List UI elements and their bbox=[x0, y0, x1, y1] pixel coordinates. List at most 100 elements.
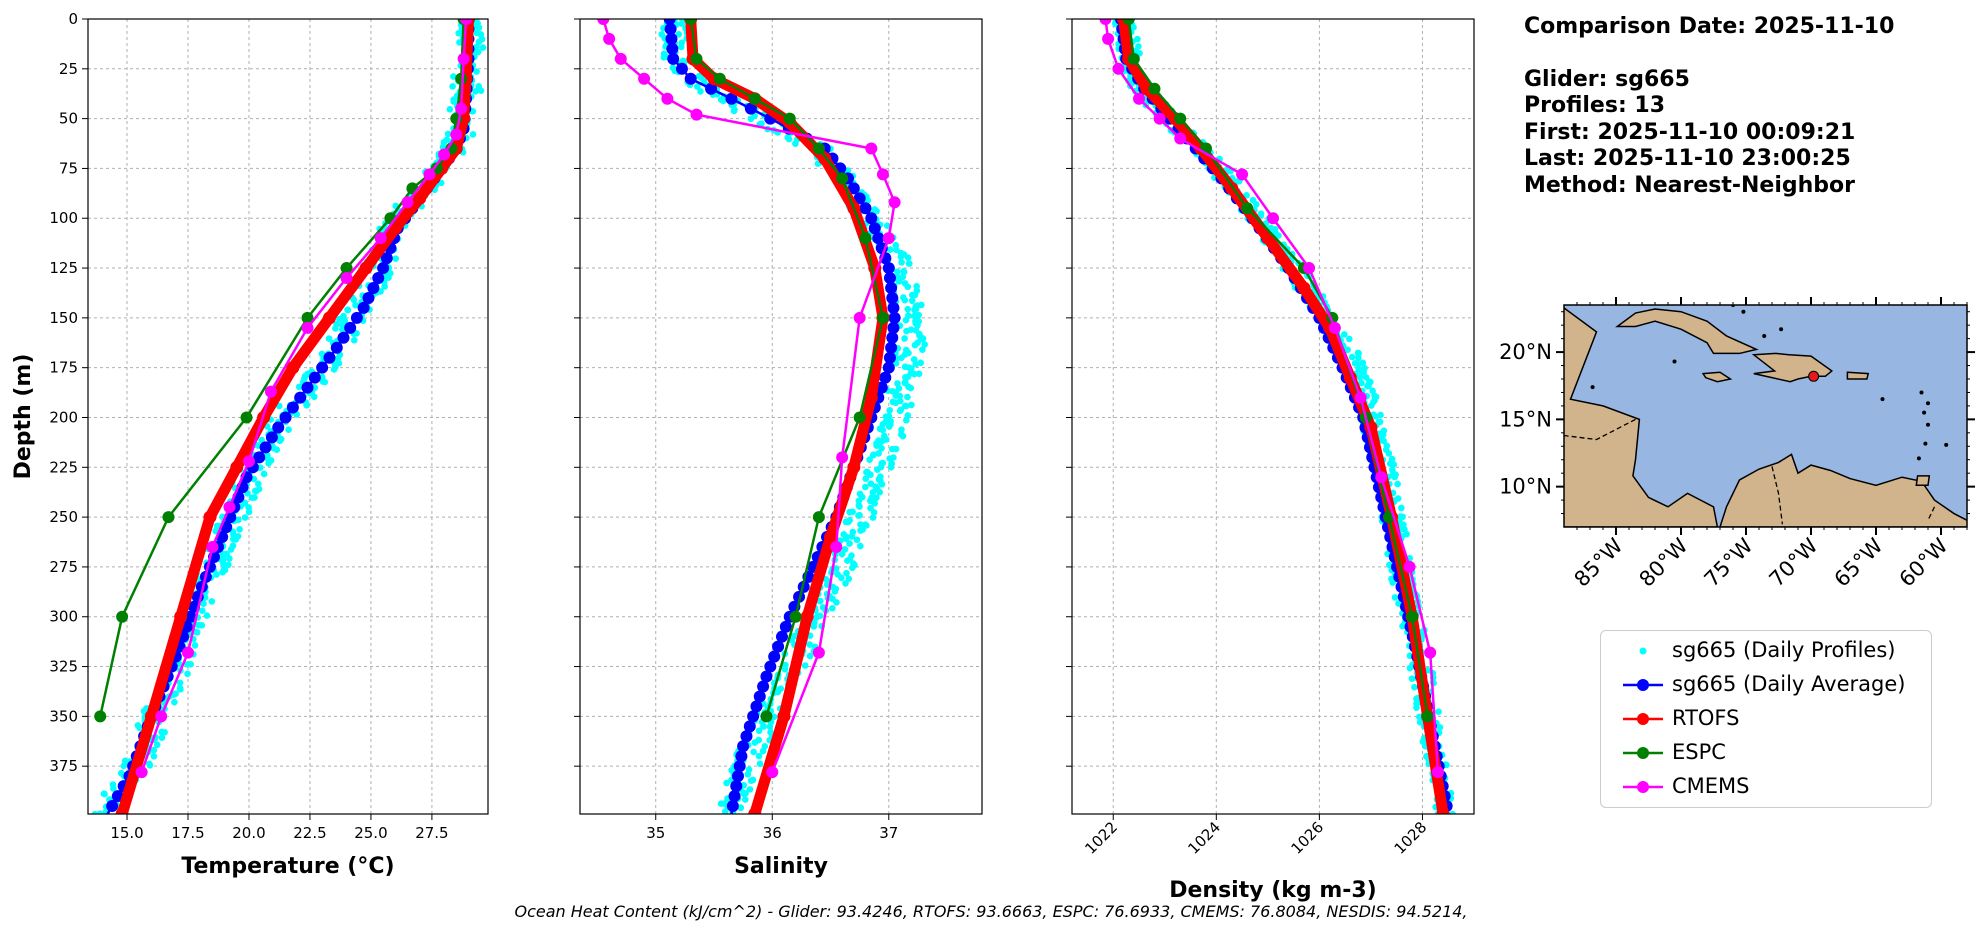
data-point bbox=[1153, 112, 1166, 125]
profile-point bbox=[892, 360, 900, 367]
profile-point bbox=[473, 68, 480, 75]
series-espc bbox=[94, 19, 470, 723]
profile-point bbox=[219, 550, 227, 558]
y-tick-label: 300 bbox=[49, 608, 78, 626]
profile-point bbox=[295, 383, 303, 391]
last-time: Last: 2025-11-10 23:00:25 bbox=[1524, 146, 1851, 171]
profile-point bbox=[760, 722, 767, 730]
axes-frame bbox=[87, 18, 489, 815]
profile-point bbox=[1391, 594, 1399, 601]
profile-point bbox=[874, 466, 881, 473]
profile-point bbox=[785, 135, 793, 143]
data-point bbox=[750, 700, 763, 713]
profile-point bbox=[677, 43, 685, 51]
temperature-panel: 0 25 50 75 100 125 150 175 200 225 250 275 300 325 350… bbox=[11, 10, 489, 879]
profile-point bbox=[723, 779, 730, 787]
data-point bbox=[888, 196, 901, 209]
profile-point bbox=[917, 359, 925, 367]
profile-point bbox=[845, 575, 853, 583]
data-point bbox=[824, 530, 838, 544]
profile-point bbox=[273, 446, 281, 454]
profile-point bbox=[899, 273, 907, 281]
profile-point bbox=[1435, 708, 1442, 715]
island bbox=[1880, 397, 1885, 402]
data-point bbox=[223, 501, 236, 514]
data-point bbox=[184, 610, 197, 623]
profile-point bbox=[781, 665, 789, 673]
data-point bbox=[864, 391, 878, 405]
data-point bbox=[847, 182, 860, 195]
x-tick-label: 36 bbox=[763, 824, 782, 842]
data-point bbox=[115, 807, 129, 814]
profile-point bbox=[829, 604, 836, 612]
profile-point bbox=[1416, 718, 1424, 726]
data-point bbox=[747, 710, 760, 723]
data-point bbox=[359, 261, 373, 275]
profile-point bbox=[792, 140, 799, 147]
data-point bbox=[737, 740, 750, 753]
profile-point bbox=[898, 426, 905, 434]
profile-point bbox=[110, 785, 117, 792]
data-point bbox=[174, 610, 188, 624]
profile-point bbox=[332, 363, 339, 371]
profile-point bbox=[1436, 724, 1444, 731]
series-cmems bbox=[135, 19, 473, 779]
profile-point bbox=[869, 489, 877, 496]
island bbox=[1926, 401, 1930, 406]
data-point bbox=[380, 252, 393, 265]
map-lon-label: 85°W bbox=[1570, 533, 1628, 591]
profile-point bbox=[899, 432, 907, 440]
data-point bbox=[450, 128, 463, 141]
data-point bbox=[155, 710, 168, 723]
data-point bbox=[768, 650, 781, 663]
data-point bbox=[301, 311, 314, 324]
data-point bbox=[766, 766, 779, 779]
profile-point bbox=[878, 444, 885, 452]
profile-point bbox=[867, 480, 875, 487]
profile-point bbox=[832, 565, 840, 572]
data-point bbox=[853, 411, 866, 424]
data-point bbox=[760, 710, 773, 723]
profile-point bbox=[1360, 369, 1367, 376]
profile-point bbox=[867, 471, 874, 478]
profile-point bbox=[321, 378, 329, 386]
data-point bbox=[350, 311, 363, 324]
data-point bbox=[1127, 52, 1140, 65]
profile-point bbox=[469, 131, 477, 138]
plot-area bbox=[597, 19, 928, 814]
profile-point bbox=[894, 268, 901, 276]
data-point bbox=[812, 142, 825, 155]
map-lon-label: 70°W bbox=[1765, 533, 1823, 591]
profile-point bbox=[252, 487, 260, 495]
profile-point bbox=[1364, 382, 1371, 390]
profile-point bbox=[901, 335, 908, 342]
data-point bbox=[885, 341, 898, 354]
data-point bbox=[875, 381, 888, 394]
data-point bbox=[1174, 132, 1187, 145]
profile-point bbox=[849, 564, 856, 572]
y-tick-label: 175 bbox=[49, 359, 78, 377]
x-tick-label: 27.5 bbox=[415, 824, 448, 842]
legend-swatch bbox=[1623, 713, 1663, 725]
profile-point bbox=[921, 341, 928, 348]
data-point bbox=[357, 301, 370, 314]
data-point bbox=[294, 391, 307, 404]
profile-point bbox=[898, 354, 905, 362]
map-lat-label: 10°N bbox=[1499, 475, 1552, 499]
data-point bbox=[772, 640, 785, 653]
series-line bbox=[1104, 19, 1440, 774]
profile-point bbox=[844, 167, 852, 174]
data-point bbox=[457, 52, 470, 65]
profile-point bbox=[446, 106, 454, 113]
x-tick-label: 25.0 bbox=[354, 824, 387, 842]
x-tick-label: 35 bbox=[646, 824, 665, 842]
data-point bbox=[847, 460, 861, 474]
data-point bbox=[735, 750, 748, 763]
y-axis-label: Depth (m) bbox=[11, 354, 36, 480]
y-tick-label: 225 bbox=[49, 458, 78, 476]
data-point bbox=[684, 19, 697, 25]
profile-point bbox=[876, 425, 884, 433]
profile-point bbox=[1341, 331, 1348, 338]
profile-point bbox=[381, 283, 388, 290]
profile-point bbox=[350, 336, 358, 344]
